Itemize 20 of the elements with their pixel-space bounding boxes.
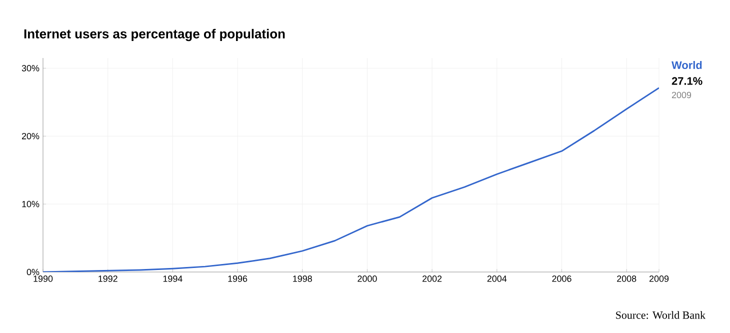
x-tick-label: 1994 [163, 276, 182, 282]
chart-title: Internet users as percentage of population [24, 28, 285, 42]
x-tick-label: 1998 [293, 276, 312, 282]
y-tick-label: 30% [22, 65, 40, 72]
x-tick-label: 2009 [649, 276, 669, 282]
source-note: Source: World Bank [616, 311, 706, 319]
x-tick-label: 1990 [34, 276, 53, 282]
text: 27.1% [672, 77, 702, 85]
text: 2009 [672, 92, 692, 98]
text: World [672, 60, 702, 70]
y-tick-label: 10% [22, 200, 40, 208]
x-tick-label: 2008 [617, 276, 636, 282]
x-tick-label: 2002 [422, 276, 442, 282]
x-tick-label: 1992 [98, 276, 118, 282]
y-tick-label: 20% [22, 132, 40, 140]
y-tick-label: 0% [26, 268, 40, 276]
x-tick-label: 2000 [358, 276, 377, 282]
x-tick-label: 2006 [552, 276, 572, 282]
x-tick-label: 1996 [228, 276, 248, 282]
x-tick-label: 2004 [487, 276, 507, 282]
